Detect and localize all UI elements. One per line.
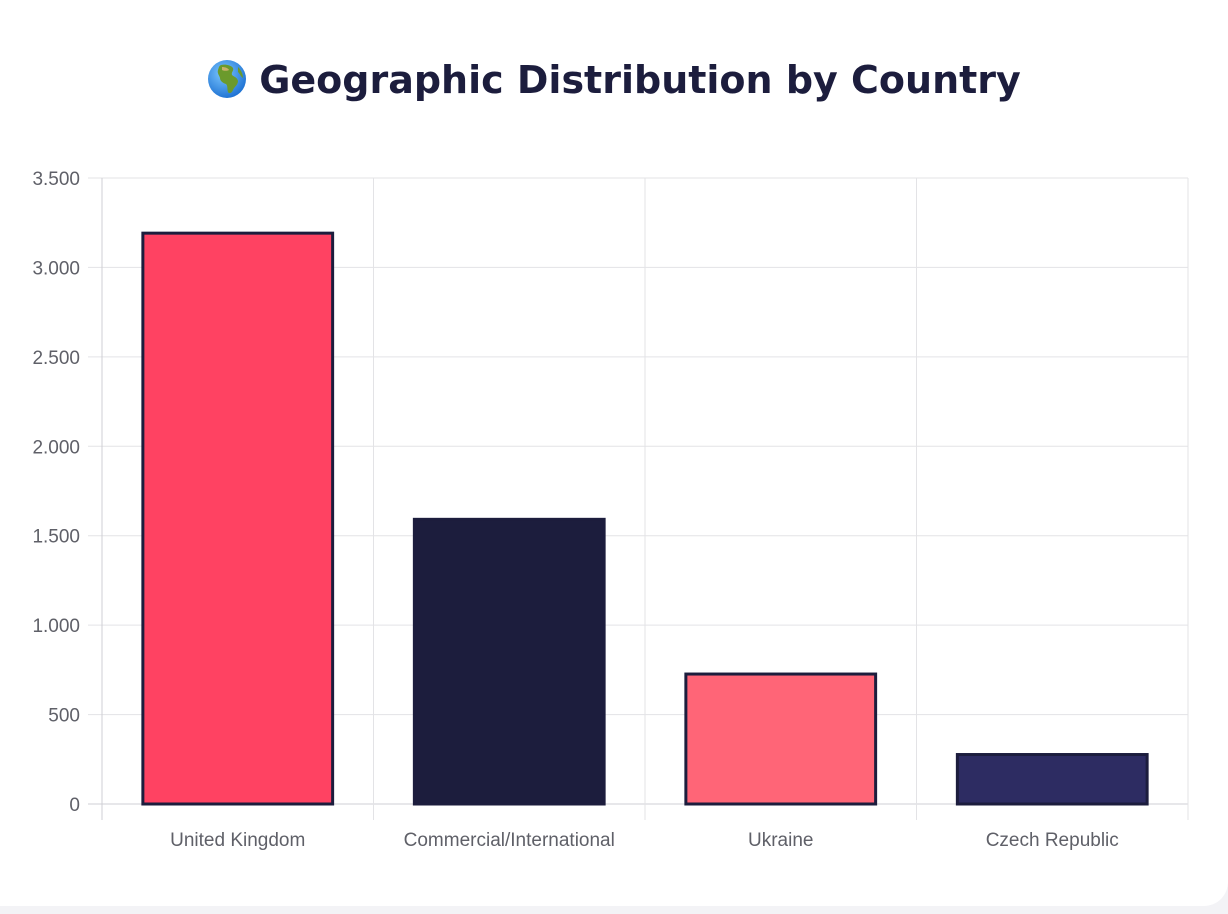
y-tick-label: 500 bbox=[48, 706, 80, 727]
x-tick-label: Ukraine bbox=[748, 830, 813, 851]
x-tick-label: United Kingdom bbox=[170, 830, 305, 851]
chart-title: Geographic Distribution by Country bbox=[0, 58, 1228, 102]
y-tick-label: 3.000 bbox=[32, 258, 80, 279]
y-tick-label: 1.500 bbox=[32, 527, 80, 548]
y-tick-label: 0 bbox=[69, 795, 80, 816]
bar-commercial-international bbox=[412, 517, 606, 806]
x-tick-label: Commercial/International bbox=[404, 830, 615, 851]
y-tick-label: 3.500 bbox=[32, 169, 80, 190]
bar-united-kingdom bbox=[141, 231, 335, 806]
x-tick-label: Czech Republic bbox=[986, 830, 1119, 851]
y-tick-label: 2.500 bbox=[32, 348, 80, 369]
bar-ukraine bbox=[684, 672, 878, 806]
y-tick-label: 2.000 bbox=[32, 437, 80, 458]
globe-africa-icon bbox=[208, 60, 247, 98]
chart-title-text: Geographic Distribution by Country bbox=[259, 58, 1021, 102]
y-tick-label: 1.000 bbox=[32, 616, 80, 637]
bar-czech-republic bbox=[955, 753, 1149, 806]
